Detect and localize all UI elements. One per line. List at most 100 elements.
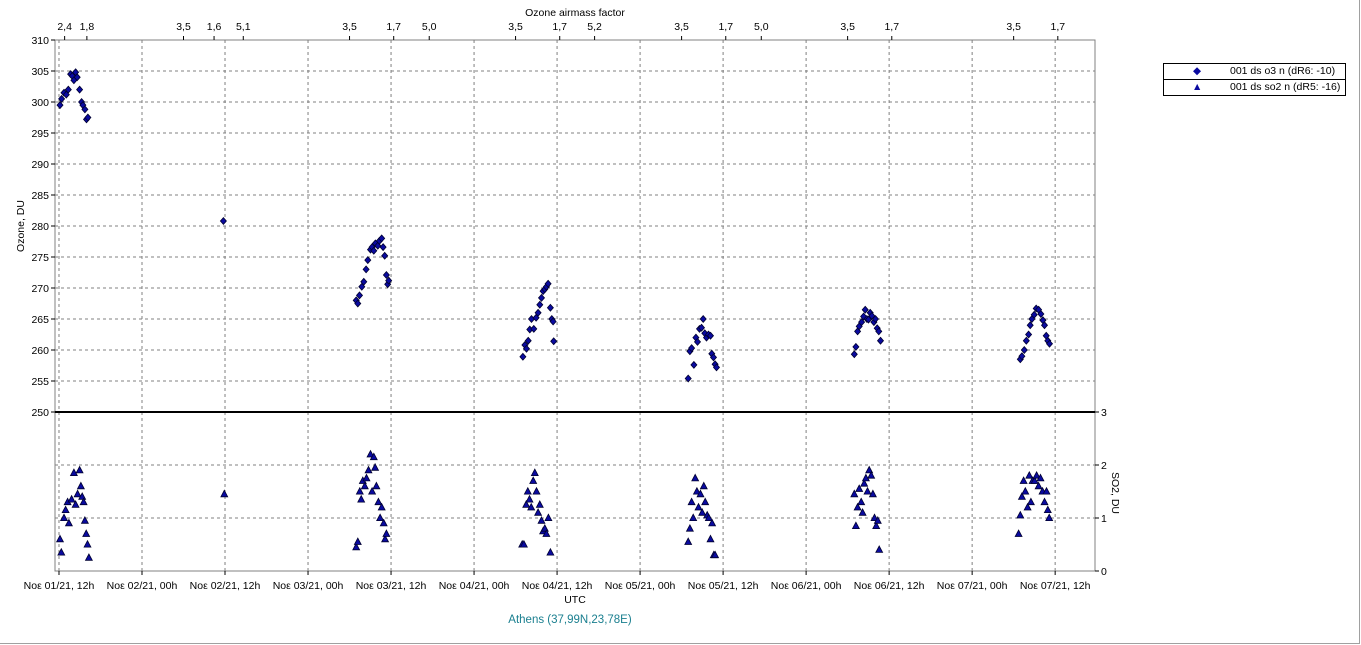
ozone-point <box>1020 345 1028 355</box>
ozone-point <box>875 327 883 336</box>
top-tick-label: 1,7 <box>552 21 567 33</box>
so2-point <box>872 521 881 529</box>
so2-point <box>57 547 66 556</box>
x-tick-label: Νοε 02/21, 00h <box>107 580 178 592</box>
so2-point <box>691 473 700 482</box>
x-tick-label: Νοε 01/21, 12h <box>24 580 95 592</box>
legend-item-ozone: ◆ 001 ds o3 n (dR6: -10) <box>1164 64 1345 79</box>
so2-point <box>1032 470 1041 479</box>
top-tick-label: 3,5 <box>674 21 689 33</box>
x-tick-label: Νοε 07/21, 12h <box>1020 580 1091 592</box>
ozone-point <box>379 243 387 252</box>
ozone-point <box>1025 330 1033 339</box>
top-tick-label: 1,8 <box>80 21 95 33</box>
so2-point <box>59 513 69 521</box>
so2-point <box>355 486 364 495</box>
ozone-point <box>1030 310 1038 319</box>
ozone-point <box>524 336 532 345</box>
ozone-point <box>522 344 531 353</box>
so2-point <box>875 545 884 553</box>
station-label: Athens (37,99N,23,78E) <box>508 614 632 626</box>
so2-point <box>519 539 528 548</box>
so2-point <box>1045 513 1054 521</box>
y-left-tick-label: 275 <box>31 252 49 264</box>
so2-point <box>867 470 876 479</box>
y-left-tick-label: 285 <box>31 190 49 202</box>
x-tick-label: Νοε 02/21, 12h <box>190 580 261 592</box>
so2-point <box>64 518 73 527</box>
ozone-point <box>64 85 72 94</box>
ozone-point <box>1037 309 1045 319</box>
y-right-tick-label: 0 <box>1101 566 1107 578</box>
grid-lines <box>55 40 1095 571</box>
so2-point <box>698 508 707 516</box>
y-left-tick-label: 250 <box>31 407 49 419</box>
so2-point <box>84 553 93 561</box>
y-left-tick-label: 265 <box>31 314 49 326</box>
so2-point <box>546 547 555 556</box>
so2-point <box>1025 470 1034 479</box>
top-axis-title: Ozone airmass factor <box>525 7 625 19</box>
so2-point <box>61 505 70 513</box>
so2-point <box>860 478 869 487</box>
legend-label-ozone: 001 ds o3 n (dR6: -10) <box>1230 65 1336 77</box>
so2-point <box>544 513 553 521</box>
top-tick-label: 1,7 <box>1051 21 1066 33</box>
so2-point <box>523 486 532 495</box>
x-tick-label: Νοε 05/21, 00h <box>605 580 676 592</box>
so2-point <box>522 500 531 508</box>
so2-point <box>369 452 378 461</box>
so2-point <box>527 502 536 511</box>
top-tick-label: 1,7 <box>884 21 899 33</box>
so2-point <box>1034 481 1043 490</box>
so2-point <box>689 513 698 521</box>
so2-point <box>1023 502 1032 511</box>
so2-point <box>372 481 381 490</box>
so2-point <box>853 502 862 511</box>
ozone-point <box>530 324 538 333</box>
so2-point <box>857 497 866 506</box>
ozone-point <box>1026 321 1034 330</box>
so2-point <box>220 489 229 498</box>
ozone-point <box>360 277 368 286</box>
top-tick-label: 1,6 <box>207 21 222 33</box>
right-axis-ticks: 0 1 2 3 <box>1095 407 1107 578</box>
so2-point <box>870 513 879 521</box>
so2-point <box>82 529 91 537</box>
so2-point <box>706 534 715 543</box>
so2-point <box>1030 476 1039 484</box>
ozone-point <box>370 246 378 255</box>
ozone-point <box>688 344 696 353</box>
y-right-tick-label: 3 <box>1101 407 1107 419</box>
legend-label-so2: 001 ds so2 n (dR5: -16) <box>1230 81 1341 93</box>
so2-point <box>701 497 710 506</box>
ozone-point <box>1022 336 1030 345</box>
so2-point <box>699 481 708 490</box>
so2-point <box>374 497 383 506</box>
ozone-point <box>354 299 362 308</box>
ozone-point <box>1018 352 1026 361</box>
ozone-point <box>58 94 66 103</box>
x-axis-title: UTC <box>564 594 586 606</box>
so2-point <box>1043 505 1052 513</box>
ozone-point <box>534 308 542 317</box>
ozone-point <box>381 251 389 260</box>
left-axis-title: Ozone, DU <box>15 200 27 252</box>
ozone-point <box>697 323 706 332</box>
left-axis-ticks: 250 255 260 265 270 275 280 285 290 295 300 305 310 <box>31 35 55 419</box>
top-tick-label: 3,5 <box>840 21 855 33</box>
so2-point <box>696 489 705 498</box>
ozone-point <box>712 363 721 372</box>
ozone-point <box>549 317 557 326</box>
so2-point <box>368 486 377 495</box>
ozone-point <box>699 314 707 324</box>
ozone-point <box>864 315 873 324</box>
ozone-point <box>546 303 554 312</box>
y-left-tick-label: 300 <box>31 97 49 109</box>
x-tick-label: Νοε 06/21, 00h <box>771 580 842 592</box>
x-tick-label: Νοε 04/21, 12h <box>522 580 593 592</box>
so2-point <box>366 449 375 458</box>
so2-point <box>534 508 543 516</box>
so2-point <box>861 473 870 482</box>
ozone-point <box>364 256 372 265</box>
